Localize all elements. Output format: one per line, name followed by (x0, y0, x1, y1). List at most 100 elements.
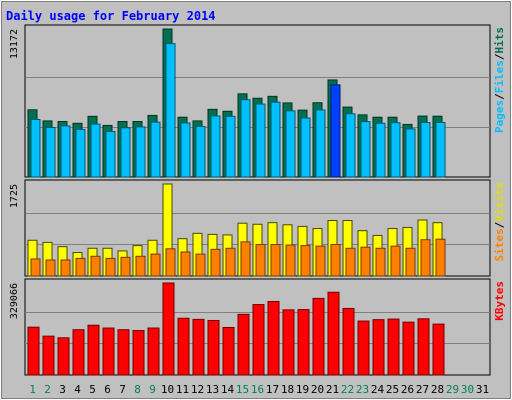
bar-visits-sites-day-9 (150, 253, 161, 277)
bar-hits-files-day-2 (45, 126, 56, 178)
x-tick-day-31: 31 (476, 383, 489, 396)
x-tick-day-6: 6 (104, 383, 111, 396)
bar-hits-files-day-7 (120, 127, 131, 178)
bar-visits-sites-day-11 (180, 251, 191, 277)
bar-kbytes-kbytes-day-8 (132, 330, 145, 376)
bar-hits-files-day-22 (345, 113, 356, 178)
bar-visits-sites-day-25 (390, 245, 401, 277)
bar-kbytes-kbytes-day-28 (432, 323, 445, 376)
bar-kbytes-kbytes-day-2 (42, 335, 55, 376)
x-tick-day-16: 16 (251, 383, 264, 396)
bar-visits-sites-day-24 (375, 247, 386, 277)
bar-hits-files-day-25 (390, 122, 401, 178)
bar-kbytes-kbytes-day-24 (372, 319, 385, 376)
bar-hits-files-day-12 (195, 125, 206, 178)
bar-kbytes-kbytes-day-9 (147, 327, 160, 376)
bar-kbytes-kbytes-day-16 (252, 304, 265, 376)
bar-hits-files-day-10 (165, 43, 176, 178)
x-tick-day-12: 12 (191, 383, 204, 396)
bar-kbytes-kbytes-day-17 (267, 300, 280, 376)
bar-kbytes-kbytes-day-13 (207, 319, 220, 376)
chart-panels: 13172Pages/Files/Hits1725Sites/Visits329… (9, 24, 506, 376)
bar-kbytes-kbytes-day-26 (402, 321, 415, 376)
x-tick-day-28: 28 (431, 383, 444, 396)
bar-kbytes-kbytes-day-27 (417, 318, 430, 376)
bar-kbytes-kbytes-day-6 (102, 327, 115, 376)
bar-hits-files-day-4 (75, 128, 86, 178)
bar-hits-files-day-27 (420, 122, 431, 178)
bar-kbytes-kbytes-day-10 (162, 282, 175, 376)
x-tick-day-11: 11 (176, 383, 189, 396)
bar-hits-files-day-17 (270, 101, 281, 178)
x-tick-day-10: 10 (161, 383, 174, 396)
x-tick-day-17: 17 (266, 383, 279, 396)
x-tick-day-26: 26 (401, 383, 414, 396)
bar-visits-sites-day-8 (135, 255, 146, 277)
chart-title: Daily usage for February 2014 (6, 9, 216, 23)
bar-visits-sites-day-1 (30, 258, 41, 277)
bar-hits-files-day-6 (105, 130, 116, 178)
bar-visits-sites-day-15 (240, 241, 251, 277)
bar-visits-sites-day-16 (255, 244, 266, 277)
x-tick-day-4: 4 (74, 383, 81, 396)
bar-visits-sites-day-6 (105, 257, 116, 277)
bar-kbytes-kbytes-day-18 (282, 309, 295, 376)
panel-hits: 13172 Pages/Files/Hits (9, 24, 506, 178)
bar-hits-files-day-24 (375, 122, 386, 178)
x-tick-day-13: 13 (206, 383, 219, 396)
panel-legend: KBytes (493, 281, 506, 321)
bar-hits-files-day-16 (255, 103, 266, 178)
y-axis-max-label: 1725 (9, 184, 20, 208)
legend-label-files: Files (493, 60, 506, 93)
x-tick-day-3: 3 (59, 383, 66, 396)
bar-visits-sites-day-4 (75, 257, 86, 277)
bar-hits-files-day-26 (405, 128, 416, 178)
x-tick-day-2: 2 (44, 383, 51, 396)
bar-hits-files-day-20 (315, 109, 326, 178)
bar-hits-pages-day-21 (330, 84, 341, 178)
y-axis-max-label: 13172 (9, 29, 20, 59)
bar-kbytes-kbytes-day-5 (87, 324, 100, 376)
bar-kbytes-kbytes-day-25 (387, 318, 400, 376)
bar-kbytes-kbytes-day-15 (237, 313, 250, 376)
bar-visits-sites-day-2 (45, 259, 56, 277)
x-tick-day-14: 14 (221, 383, 235, 396)
bar-visits-sites-day-26 (405, 247, 416, 277)
x-tick-day-25: 25 (386, 383, 399, 396)
x-tick-day-27: 27 (416, 383, 429, 396)
x-tick-day-15: 15 (236, 383, 249, 396)
bar-visits-sites-day-5 (90, 255, 101, 277)
bar-hits-files-day-9 (150, 121, 161, 178)
bar-visits-sites-day-17 (270, 244, 281, 277)
bar-kbytes-kbytes-day-22 (342, 307, 355, 376)
bar-kbytes-kbytes-day-14 (222, 326, 235, 376)
bar-kbytes-kbytes-day-12 (192, 318, 205, 376)
panel-legend: Sites/Visits (493, 182, 506, 262)
x-tick-day-30: 30 (461, 383, 474, 396)
x-tick-day-23: 23 (356, 383, 369, 396)
bar-visits-sites-day-18 (285, 244, 296, 277)
bar-hits-files-day-1 (30, 118, 41, 178)
bar-kbytes-kbytes-day-4 (72, 329, 85, 376)
bar-visits-sites-day-19 (300, 245, 311, 277)
legend-separator: / (493, 53, 506, 60)
bar-kbytes-kbytes-day-1 (27, 326, 40, 376)
legend-label-kbytes: KBytes (493, 281, 506, 321)
bar-kbytes-kbytes-day-11 (177, 317, 190, 376)
legend-separator: / (493, 221, 506, 228)
panel-legend: Pages/Files/Hits (493, 27, 506, 133)
x-tick-day-21: 21 (326, 383, 339, 396)
bar-hits-files-day-28 (435, 122, 446, 178)
bar-kbytes-kbytes-day-3 (57, 337, 70, 376)
x-tick-day-9: 9 (149, 383, 156, 396)
bar-kbytes-kbytes-day-20 (312, 297, 325, 376)
bar-hits-files-day-15 (240, 99, 251, 178)
bar-visits-sites-day-7 (120, 256, 131, 277)
panel-visits: 1725 Sites/Visits (9, 179, 506, 277)
bar-hits-files-day-13 (210, 115, 221, 178)
x-tick-day-22: 22 (341, 383, 354, 396)
bar-hits-files-day-19 (300, 117, 311, 178)
legend-label-visits: Visits (493, 182, 506, 222)
